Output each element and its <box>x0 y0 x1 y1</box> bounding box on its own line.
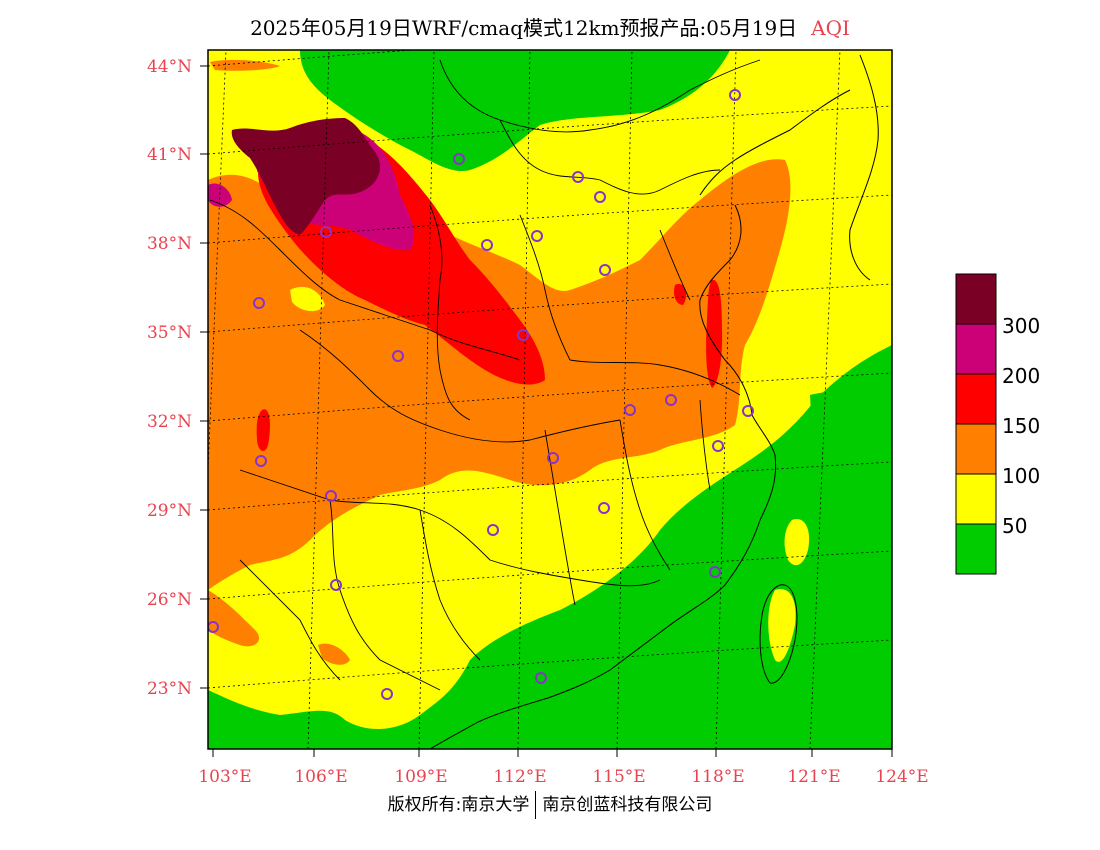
lat-label-41n: 41°N <box>147 145 192 165</box>
coastline <box>429 204 777 749</box>
lat-label-32n: 32°N <box>147 412 192 432</box>
lat-label-35n: 35°N <box>147 323 192 343</box>
station-marker <box>594 191 606 203</box>
legend-colorbar <box>955 273 997 575</box>
province-boundaries <box>209 59 761 691</box>
lon-label-106e: 106°E <box>294 767 347 787</box>
legend-label-200: 200 <box>1002 364 1040 388</box>
station-marker <box>481 239 493 251</box>
region-maroon <box>231 118 380 235</box>
region-green-east-sea <box>780 350 892 749</box>
lat-label-29n: 29°N <box>147 501 192 521</box>
station-marker <box>330 579 342 591</box>
region-orange-blob-sw <box>318 643 350 665</box>
lon-label-112e: 112°E <box>493 767 546 787</box>
footer-right: 南京创蓝科技有限公司 <box>542 795 713 815</box>
taiwan-outline <box>759 584 798 684</box>
region-red-west-streak <box>256 409 270 452</box>
legend-swatch-red <box>955 373 997 425</box>
legend-label-100: 100 <box>1002 464 1040 488</box>
lat-label-23n: 23°N <box>147 679 192 699</box>
map-title: 2025年05月19日WRF/cmaq模式12km预报产品:05月19日 AQI <box>0 12 1100 41</box>
region-green-northeast <box>679 50 720 80</box>
legend-swatch-yellow <box>955 473 997 525</box>
region-yellow-taiwan <box>784 519 810 566</box>
station-marker <box>547 452 559 464</box>
region-orange-top-strip <box>210 59 280 71</box>
lon-label-118e: 118°E <box>691 767 744 787</box>
lat-label-38n: 38°N <box>147 234 192 254</box>
station-marker <box>325 490 337 502</box>
lon-ticks <box>212 749 893 757</box>
legend-swatch-green <box>955 523 997 575</box>
title-main: 2025年05月19日WRF/cmaq模式12km预报产品:05月19日 <box>250 16 798 40</box>
region-green-south <box>208 345 892 749</box>
station-marker <box>392 350 404 362</box>
station-marker <box>253 297 265 309</box>
station-markers <box>208 89 754 700</box>
legend-swatch-purple <box>955 323 997 375</box>
copyright-footer: 版权所有:南京大学 南京创蓝科技有限公司 <box>0 790 1100 819</box>
station-marker <box>665 394 677 406</box>
region-red-coast-blob <box>673 284 687 305</box>
coastline-northeast <box>699 89 851 196</box>
station-marker <box>598 502 610 514</box>
region-yellow-taiwan-south <box>768 589 796 662</box>
lat-ticks <box>200 65 208 689</box>
korea-outline <box>849 54 879 281</box>
map-frame <box>207 49 893 750</box>
lon-label-103e: 103°E <box>198 767 251 787</box>
map-area <box>208 50 892 749</box>
station-marker <box>709 566 721 578</box>
station-marker <box>624 404 636 416</box>
station-marker <box>599 264 611 276</box>
legend-label-50: 50 <box>1002 514 1027 538</box>
station-marker <box>531 230 543 242</box>
legend-label-300: 300 <box>1002 314 1040 338</box>
lon-label-121e: 121°E <box>787 767 840 787</box>
station-marker <box>208 621 219 633</box>
lon-label-124e: 124°E <box>875 767 928 787</box>
title-aqi-tag: AQI <box>811 16 850 40</box>
region-yellow-pocket-b <box>558 184 640 222</box>
station-marker <box>320 226 332 238</box>
station-marker <box>255 455 267 467</box>
lat-label-44n: 44°N <box>147 57 192 77</box>
lon-label-109e: 109°E <box>394 767 447 787</box>
graticule-longitudes <box>208 50 892 749</box>
legend-label-150: 150 <box>1002 414 1040 438</box>
region-green-north <box>300 50 730 171</box>
footer-left: 版权所有:南京大学 <box>387 795 530 815</box>
legend-swatch-orange <box>955 423 997 475</box>
station-marker <box>712 440 724 452</box>
station-marker <box>729 89 741 101</box>
legend-swatch-maroon <box>955 273 997 325</box>
station-marker <box>535 672 547 684</box>
lat-label-26n: 26°N <box>147 590 192 610</box>
lon-label-115e: 115°E <box>592 767 645 787</box>
station-marker <box>742 405 754 417</box>
station-marker <box>453 153 465 165</box>
station-marker <box>517 329 529 341</box>
region-yellow-pocket-a <box>290 286 325 312</box>
station-marker <box>572 171 584 183</box>
region-red-east-streak <box>706 279 723 388</box>
footer-separator <box>535 791 537 819</box>
station-marker <box>381 688 393 700</box>
station-marker <box>487 524 499 536</box>
region-orange-southwest <box>208 590 260 647</box>
